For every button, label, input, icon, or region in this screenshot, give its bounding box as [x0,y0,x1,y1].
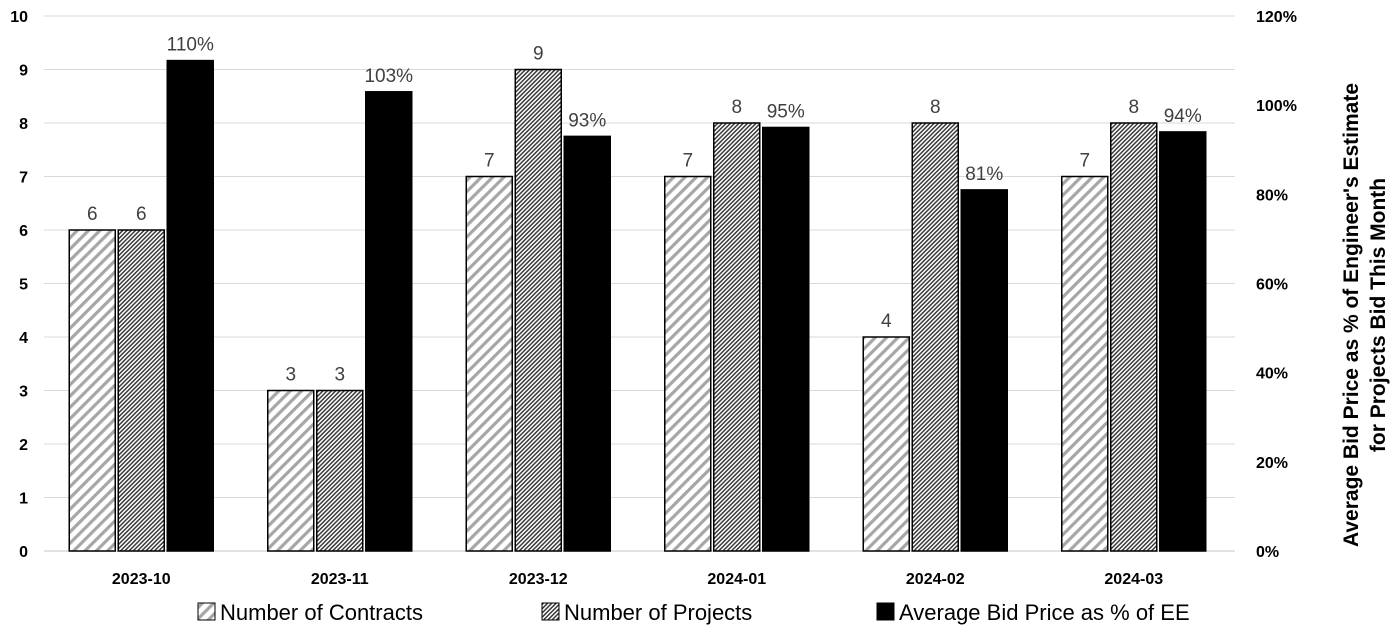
left-tick-label: 9 [19,63,28,80]
data-labels: 6 6 110% 3 3 103% 7 9 93% 7 8 95% 4 8 81% 7 8 94% [87,35,1202,386]
category-label: 2024-02 [906,571,965,588]
bar-2024-03-1 [1061,175,1109,552]
bar-2024-01-3 [762,126,810,552]
category-label: 2023-10 [112,571,171,588]
bar-2023-12-1 [465,175,513,552]
bar-2024-01-1 [664,175,712,552]
legend-label: Average Bid Price as % of EE [899,600,1190,625]
bar-2023-10-2 [117,229,165,552]
data-label: 93% [568,110,606,131]
data-label: 8 [1128,97,1139,118]
left-tick-label: 2 [19,437,28,454]
bar-2023-12-2 [514,68,562,552]
category-label: 2024-01 [707,571,766,588]
bar-2024-02-3 [960,189,1008,552]
bar-2024-02-1 [862,336,910,552]
left-tick-label: 0 [19,544,28,561]
bar-2023-12-3 [563,135,611,552]
right-tick-label: 20% [1256,455,1288,472]
left-tick-label: 5 [19,277,28,294]
left-tick-label: 3 [19,384,28,401]
data-label: 4 [881,311,892,332]
right-tick-label: 40% [1256,366,1288,383]
right-tick-label: 60% [1256,277,1288,294]
category-axis: 2023-10 2023-11 2023-12 2024-01 2024-02 2024-… [112,571,1163,588]
bar-2024-03-3 [1159,131,1207,552]
left-tick-label: 4 [19,330,28,347]
gridlines [44,15,1235,552]
right-tick-label: 120% [1256,9,1297,26]
legend-swatch [541,602,560,621]
category-label: 2023-11 [311,571,369,588]
bar-2023-10-3 [166,59,214,552]
right-tick-label: 100% [1256,98,1297,115]
data-label: 6 [87,204,98,225]
data-label: 110% [167,35,214,56]
legend-label: Number of Projects [564,600,752,625]
data-label: 3 [285,365,296,386]
data-label: 8 [930,97,941,118]
bar-2024-03-2 [1110,122,1158,552]
left-tick-label: 8 [19,116,28,133]
data-label: 95% [767,101,805,122]
data-label: 7 [682,151,693,172]
right-axis: 0% 20% 40% 60% 80% 100% 120% [1256,9,1297,561]
bar-2023-11-1 [267,389,315,552]
data-label: 103% [364,66,413,87]
category-label: 2024-03 [1104,571,1163,588]
legend-swatch [876,602,895,621]
bars [68,59,1207,552]
data-label: 3 [334,365,345,386]
data-label: 8 [731,97,742,118]
legend: Number of Contracts Number of Projects Ave… [197,600,1190,625]
right-axis-title-line2: for Projects Bid This Month [1367,178,1390,452]
data-label: 6 [136,204,147,225]
data-label: 9 [533,44,544,65]
bar-2023-11-2 [316,389,364,552]
right-tick-label: 80% [1256,187,1288,204]
legend-label: Number of Contracts [220,600,423,625]
left-tick-label: 1 [19,491,28,508]
left-axis: 0 1 2 3 4 5 6 7 8 9 10 [10,9,28,561]
bar-2023-10-1 [68,229,116,552]
data-label: 94% [1164,106,1202,127]
right-axis-title-line1: Average Bid Price as % of Engineer's Est… [1340,83,1363,547]
right-tick-label: 0% [1256,544,1279,561]
data-label: 7 [1079,151,1090,172]
data-label: 7 [484,151,495,172]
bar-2024-01-2 [713,122,761,552]
data-label: 81% [965,164,1003,185]
bar-2024-02-2 [911,122,959,552]
left-tick-label: 7 [19,170,28,187]
right-axis-title: Average Bid Price as % of Engineer's Est… [1340,83,1390,547]
category-label: 2023-12 [509,571,568,588]
left-tick-label: 6 [19,223,28,240]
left-tick-label: 10 [10,9,28,26]
legend-swatch [197,602,216,621]
bar-2023-11-3 [365,91,413,552]
